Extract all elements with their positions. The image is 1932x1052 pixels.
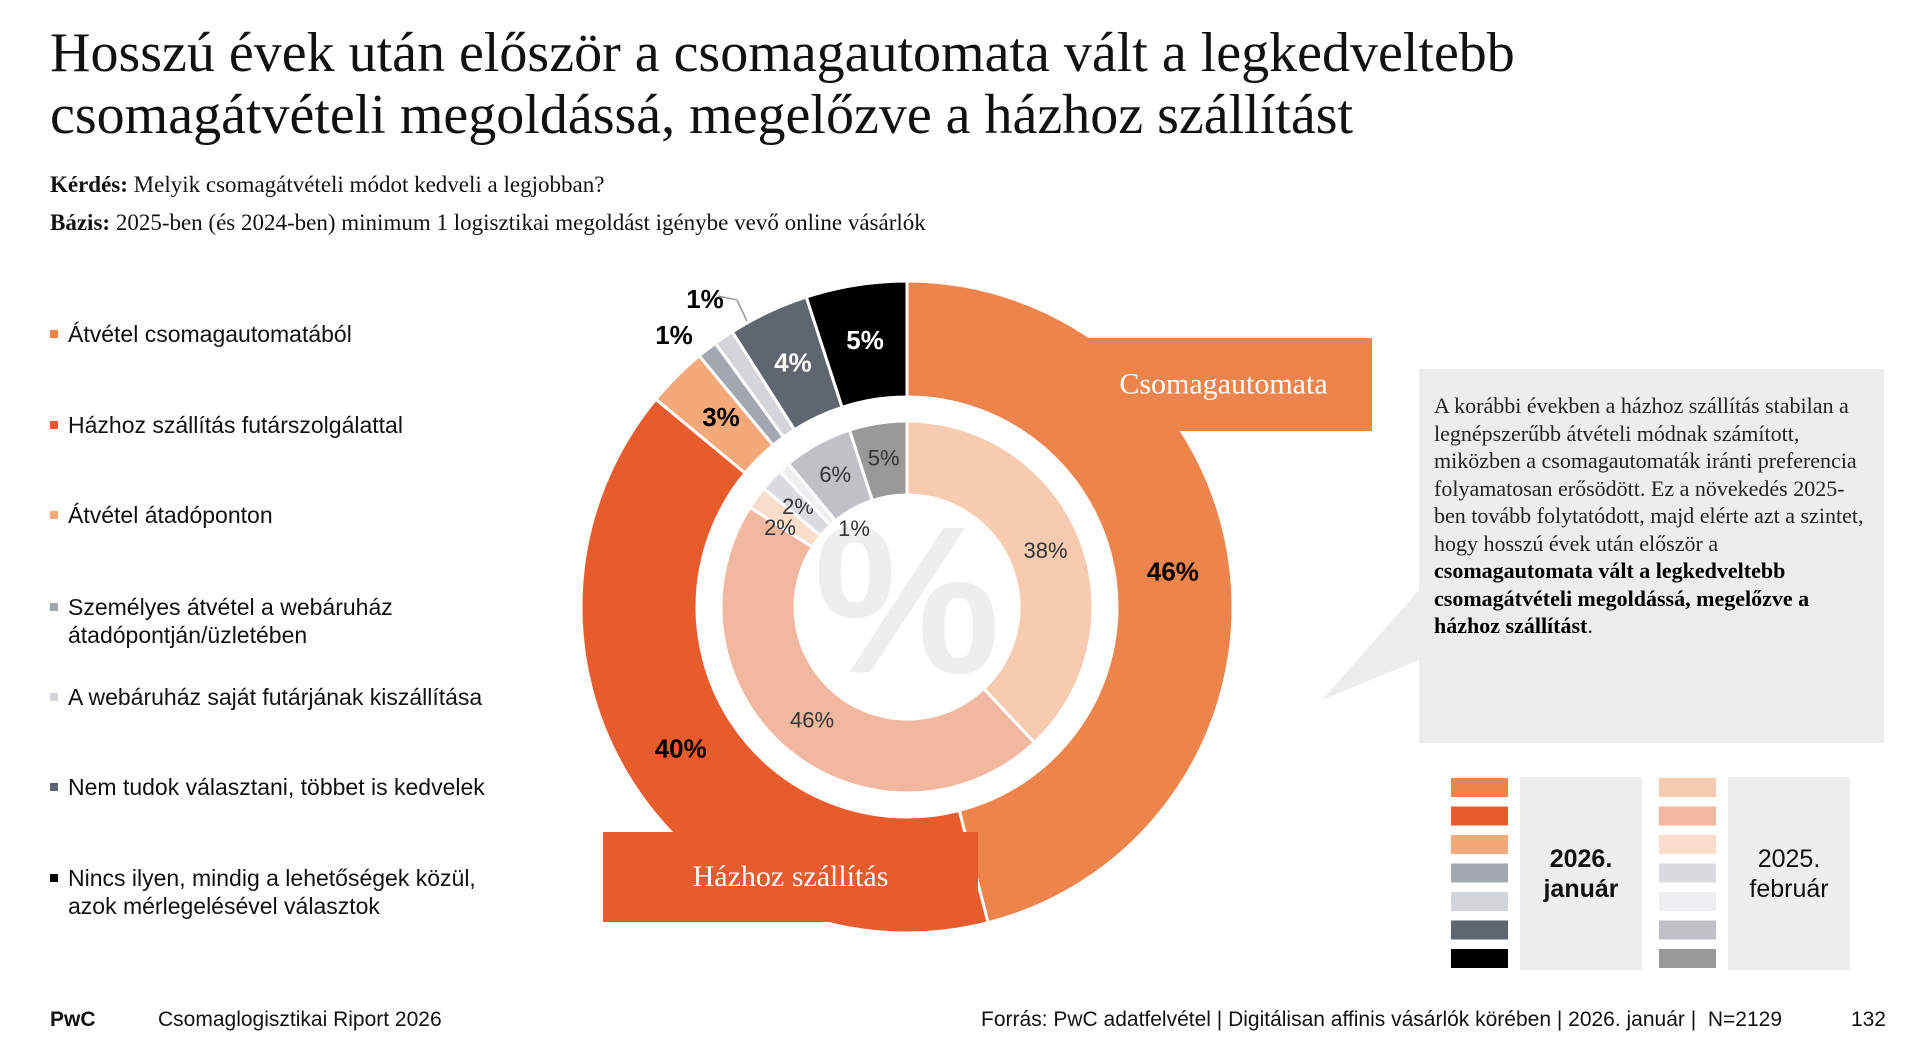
value-label: 40% [655, 733, 707, 763]
series-swatch [1451, 949, 1508, 968]
base-text: 2025-ben (és 2024-ben) minimum 1 logiszt… [115, 210, 926, 235]
value-label: 2% [764, 515, 796, 540]
annotation-box [1075, 338, 1372, 431]
leader-line [717, 295, 738, 301]
question-label: Kérdés: [50, 172, 128, 197]
callout-part: csomagautomata vált a legkedveltebb csom… [1434, 558, 1810, 638]
series-swatch [1451, 863, 1508, 883]
legend-label: Nincs ilyen, mindig a lehetőségek közül,… [68, 865, 476, 919]
legend-label: Házhoz szállítás futárszolgálattal [68, 412, 403, 438]
value-label: 46% [790, 708, 834, 733]
legend-marker [50, 783, 58, 791]
legend-marker [50, 874, 58, 882]
value-label: 38% [1024, 538, 1068, 563]
legend-item: Átvétel csomagautomatából [50, 320, 510, 348]
legend-marker [50, 603, 58, 611]
value-label: 46% [1147, 556, 1199, 586]
legend-label: Nem tudok választani, többet is kedvelek [68, 774, 485, 800]
value-label: 3% [702, 402, 740, 432]
value-label: 6% [819, 462, 851, 487]
legend-item: Személyes átvétel a webáruház átadópontj… [50, 593, 510, 649]
footer-source: Forrás: PwC adatfelvétel | Digitálisan a… [981, 1008, 1782, 1031]
series-swatch [1659, 949, 1716, 968]
series-swatch [1451, 778, 1508, 797]
series-swatch [1451, 806, 1508, 826]
page-number: 132 [1850, 1008, 1886, 1031]
watermark: % [814, 482, 1001, 717]
base: Bázis: 2025-ben (és 2024-ben) minimum 1 … [50, 210, 926, 236]
donut-slice [719, 505, 1037, 795]
series-name: 2026. január [1520, 777, 1642, 970]
legend-marker [50, 421, 58, 429]
question: Kérdés: Melyik csomagátvételi módot kedv… [50, 172, 604, 198]
legend-marker [50, 330, 58, 338]
series-swatch [1659, 806, 1716, 826]
base-label: Bázis: [50, 210, 111, 235]
value-label: 5% [846, 325, 884, 355]
legend-item: Nem tudok választani, többet is kedvelek [50, 773, 510, 801]
series-swatch [1451, 892, 1508, 911]
legend-label: Személyes átvétel a webáruház átadópontj… [68, 594, 393, 648]
legend-label: A webáruház saját futárjának kiszállítás… [68, 684, 483, 710]
series-swatch [1451, 920, 1508, 940]
legend-item: A webáruház saját futárjának kiszállítás… [50, 683, 510, 711]
callout-part: . [1587, 613, 1593, 638]
callout-box [1419, 369, 1884, 743]
callout-part: A korábbi években a házhoz szállítás sta… [1434, 393, 1864, 556]
donut-slice [847, 419, 909, 503]
donut-slice [905, 419, 1095, 745]
donut-slice [804, 279, 909, 410]
callout-text: A korábbi években a házhoz szállítás sta… [1434, 392, 1874, 640]
legend-label: Átvétel átadóponton [68, 502, 273, 528]
annotation: Házhoz szállítás [693, 860, 889, 893]
legend-item: Nincs ilyen, mindig a lehetőségek közül,… [50, 864, 510, 920]
annotation-box [603, 832, 978, 922]
footer-report: Csomaglogisztikai Riport 2026 [158, 1008, 442, 1031]
legend-marker [50, 511, 58, 519]
footer-brand: PwC [50, 1008, 96, 1031]
value-label: 1% [686, 284, 724, 314]
series-swatch [1659, 778, 1716, 797]
question-text: Melyik csomagátvételi módot kedveli a le… [133, 172, 605, 197]
series-swatch [1659, 920, 1716, 940]
value-label: 4% [774, 347, 812, 377]
value-label: 1% [655, 320, 693, 350]
annotation: Csomagautomata [1119, 367, 1327, 400]
legend-label: Átvétel csomagautomatából [68, 321, 352, 347]
series-swatch [1659, 863, 1716, 883]
title: Hosszú évek után először a csomagautomat… [50, 22, 1515, 146]
legend-marker [50, 693, 58, 701]
series-swatch [1659, 835, 1716, 854]
series-swatch [1451, 835, 1508, 854]
series-name: 2025. február [1728, 777, 1850, 970]
legend-item: Átvétel átadóponton [50, 501, 510, 529]
callout-pointer [1322, 590, 1419, 700]
legend-item: Házhoz szállítás futárszolgálattal [50, 411, 510, 439]
value-label: 1% [838, 516, 870, 541]
value-label: 5% [868, 446, 900, 471]
series-swatch [1659, 892, 1716, 911]
